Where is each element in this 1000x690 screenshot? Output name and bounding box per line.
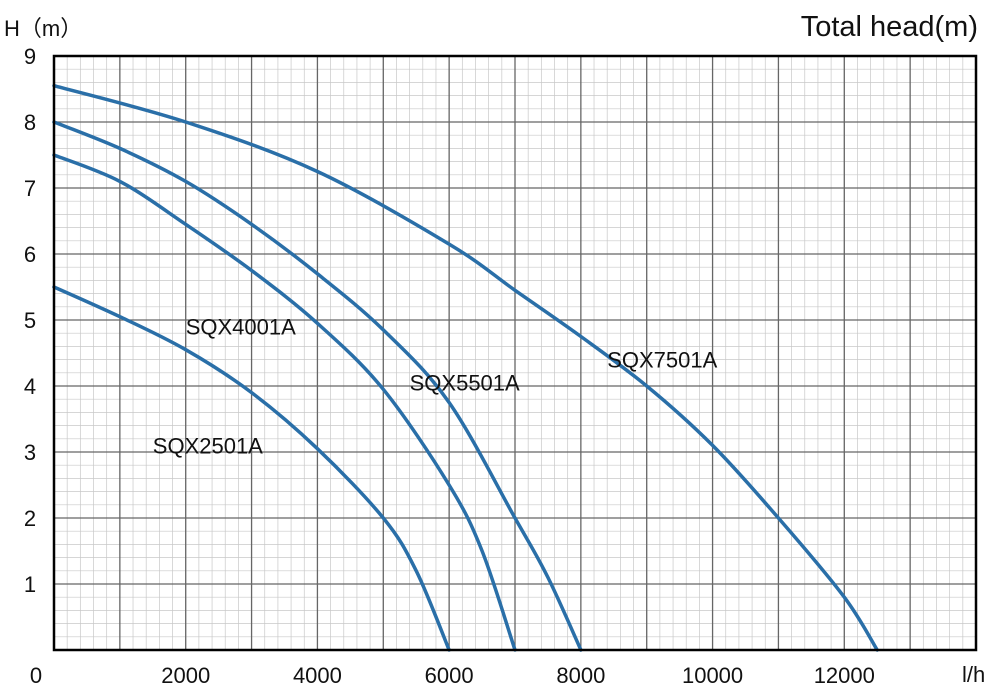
x-axis-ticks: 0 2000 4000 6000 8000 10000 12000: [30, 663, 875, 688]
y-tick-label: 7: [24, 176, 36, 201]
x-tick-label: 8000: [556, 663, 605, 688]
y-axis-ticks: 1 2 3 4 5 6 7 8 9: [24, 44, 36, 597]
y-tick-label: 2: [24, 506, 36, 531]
y-tick-label: 4: [24, 374, 36, 399]
y-tick-label: 9: [24, 44, 36, 69]
series-label-sqx4001a: SQX4001A: [186, 315, 296, 340]
series-label-sqx5501a: SQX5501A: [410, 371, 520, 396]
plot-frame: [52, 54, 978, 652]
y-tick-label: 6: [24, 242, 36, 267]
curve-sqx2501a: [52, 285, 451, 652]
y-tick-label: 8: [24, 110, 36, 135]
curve-sqx5501a: [52, 120, 583, 652]
y-axis-unit-label: H（m）: [4, 16, 82, 41]
chart-title: Total head(m): [801, 11, 978, 43]
x-tick-label: 6000: [425, 663, 474, 688]
curve-sqx4001a: [52, 153, 517, 652]
series-labels: SQX2501A SQX4001A SQX5501A SQX7501A: [153, 315, 718, 459]
x-tick-label: 2000: [161, 663, 210, 688]
series-label-sqx7501a: SQX7501A: [607, 348, 717, 373]
x-tick-label: 10000: [682, 663, 743, 688]
pump-curves: [52, 83, 879, 652]
curve-sqx7501a: [52, 83, 879, 652]
series-label-sqx2501a: SQX2501A: [153, 433, 263, 458]
x-tick-label: 12000: [814, 663, 875, 688]
x-axis-unit-label: l/h: [962, 662, 985, 687]
y-tick-label: 3: [24, 440, 36, 465]
x-tick-label: 0: [30, 663, 42, 688]
x-tick-label: 4000: [293, 663, 342, 688]
y-tick-label: 5: [24, 308, 36, 333]
y-tick-label: 1: [24, 572, 36, 597]
